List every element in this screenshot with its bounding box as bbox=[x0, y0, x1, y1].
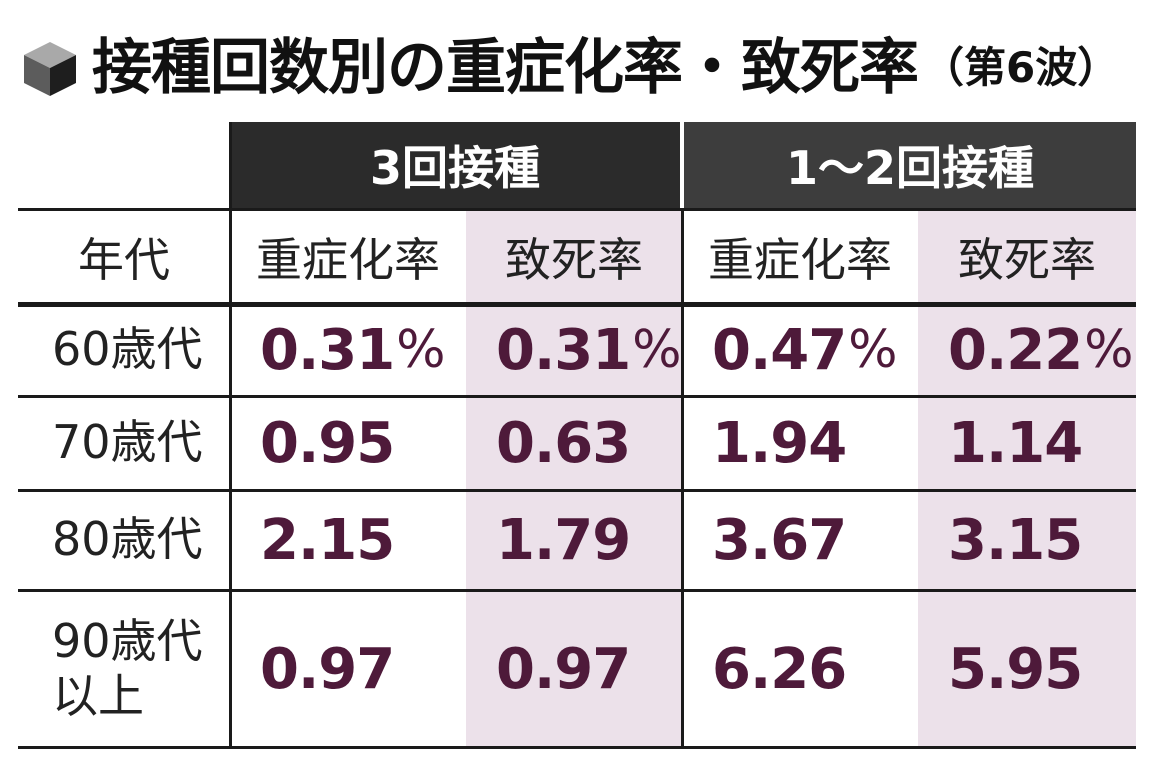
value-number: 0.97 bbox=[496, 636, 631, 702]
column-header: 重症化率 bbox=[256, 233, 440, 287]
age-label-line: 80歳代 bbox=[52, 512, 203, 567]
value-cell: 0.95 bbox=[230, 396, 466, 490]
value-number: 0.63 bbox=[496, 410, 631, 476]
value-cell: 0.31% bbox=[466, 304, 682, 396]
rule-row bbox=[18, 489, 1136, 492]
value-number: 0.97 bbox=[260, 636, 395, 702]
value-cell: 1.94 bbox=[682, 396, 918, 490]
rule-vertical bbox=[681, 210, 684, 748]
age-label-line: 70歳代 bbox=[52, 415, 203, 470]
value-cell: 1.14 bbox=[918, 396, 1136, 490]
value-number: 3.67 bbox=[712, 507, 847, 573]
rule-header bbox=[18, 302, 1136, 307]
value-cell: 1.79 bbox=[466, 490, 682, 590]
value-number: 0.47 bbox=[712, 317, 847, 383]
value-number: 3.15 bbox=[948, 507, 1083, 573]
value-number: 0.22 bbox=[948, 317, 1083, 383]
pink-column-bg bbox=[466, 210, 682, 748]
group-header: 1～2回接種 bbox=[684, 122, 1136, 208]
value-cell: 2.15 bbox=[230, 490, 466, 590]
value-unit: % bbox=[396, 320, 445, 380]
value-number: 0.31 bbox=[260, 317, 395, 383]
age-label-line: 以上 bbox=[52, 669, 144, 723]
value-unit: % bbox=[632, 320, 681, 380]
age-label: 80歳代 bbox=[18, 490, 230, 590]
age-label-line: 90歳代 bbox=[52, 613, 203, 668]
age-label: 90歳代 以上 bbox=[18, 590, 230, 748]
value-cell: 0.47% bbox=[682, 304, 918, 396]
value-number: 1.94 bbox=[712, 410, 847, 476]
age-label: 60歳代 bbox=[18, 304, 230, 396]
column-header: 致死率 bbox=[958, 233, 1096, 287]
column-header: 重症化率 bbox=[708, 233, 892, 287]
value-cell: 3.67 bbox=[682, 490, 918, 590]
value-unit: % bbox=[848, 320, 897, 380]
age-label: 70歳代 bbox=[18, 396, 230, 490]
value-number: 1.79 bbox=[496, 507, 631, 573]
chart-title: 接種回数別の重症化率・致死率 bbox=[92, 33, 919, 103]
value-cell: 5.95 bbox=[918, 590, 1136, 748]
age-label-line: 60歳代 bbox=[52, 322, 203, 377]
rule-bottom bbox=[18, 746, 1136, 749]
value-cell: 0.63 bbox=[466, 396, 682, 490]
value-cell: 0.22% bbox=[918, 304, 1136, 396]
column-header: 致死率 bbox=[505, 233, 643, 287]
value-unit: % bbox=[1084, 320, 1133, 380]
row-header-label: 年代 bbox=[78, 233, 170, 287]
pink-column-bg bbox=[918, 210, 1136, 748]
rule-row bbox=[18, 395, 1136, 398]
cube-icon bbox=[24, 42, 76, 96]
title-row: 接種回数別の重症化率・致死率 （第6波） bbox=[18, 22, 1148, 114]
value-number: 1.14 bbox=[948, 410, 1083, 476]
value-cell: 0.31% bbox=[230, 304, 466, 396]
value-number: 5.95 bbox=[948, 636, 1083, 702]
rule-top bbox=[18, 208, 1136, 211]
rule-vertical bbox=[229, 122, 232, 748]
rule-row bbox=[18, 589, 1136, 592]
value-number: 6.26 bbox=[712, 636, 847, 702]
value-number: 0.31 bbox=[496, 317, 631, 383]
value-cell: 3.15 bbox=[918, 490, 1136, 590]
value-cell: 0.97 bbox=[230, 590, 466, 748]
group-header: 3回接種 bbox=[230, 122, 680, 208]
value-number: 2.15 bbox=[260, 507, 395, 573]
chart-subtitle: （第6波） bbox=[922, 43, 1120, 92]
value-cell: 6.26 bbox=[682, 590, 918, 748]
value-cell: 0.97 bbox=[466, 590, 682, 748]
value-number: 0.95 bbox=[260, 410, 395, 476]
